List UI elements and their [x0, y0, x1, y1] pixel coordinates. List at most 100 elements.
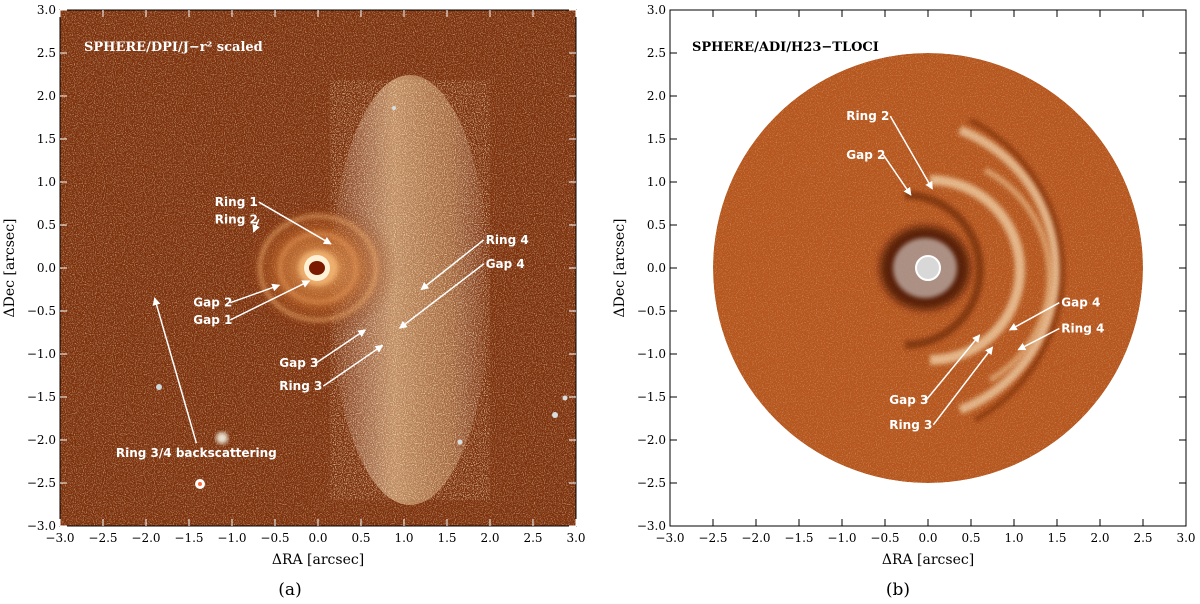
x-tick-label: 2.5 — [1133, 531, 1152, 545]
y-tick-label: 2.5 — [647, 46, 666, 60]
panel-b-title: SPHERE/ADI/H23−TLOCI — [692, 40, 879, 55]
panel-a-title: SPHERE/DPI/J−r² scaled — [84, 40, 263, 55]
x-tick-label: 3.0 — [566, 531, 585, 545]
y-tick-label: 2.5 — [37, 46, 56, 60]
annotation-label: Gap 3 — [889, 393, 928, 407]
annotation-label: Ring 3 — [279, 379, 322, 393]
x-tick-label: −1.5 — [174, 531, 203, 545]
panel-a-image — [60, 10, 576, 526]
y-tick-label: 0.5 — [37, 218, 56, 232]
annotation-arrow — [1008, 302, 1060, 331]
x-tick-label: 1.0 — [1004, 531, 1023, 545]
panel-b-ticks: −3.0−3.0 −2.5 −2.5 −2.0 −2.0 −1.5 −1.5 −1.0 −1.0… — [637, 3, 1196, 545]
x-tick-label: −2.0 — [131, 531, 160, 545]
panel-b-image — [713, 53, 1143, 483]
annotation-arrow — [925, 334, 981, 401]
y-tick-label: −2.0 — [637, 433, 666, 447]
y-tick-label: 2.0 — [37, 89, 56, 103]
x-tick-label: −2.5 — [698, 531, 727, 545]
panel-b-ylabel: ΔDec [arcsec] — [612, 218, 628, 317]
annotation-arrow — [322, 344, 384, 387]
panel-a-ticks: −3.0−3.0 −2.5 −2.5 −2.0 −2.0 −1.5 −1.5 −1.0 −1.0… — [27, 3, 586, 545]
annotation-label: Ring 1 — [215, 195, 258, 209]
y-tick-label: 2.0 — [647, 89, 666, 103]
point-source — [552, 412, 558, 418]
x-tick-label: 1.5 — [1047, 531, 1066, 545]
panel-a-ylabel: ΔDec [arcsec] — [2, 218, 18, 317]
coronagraph-mask — [309, 261, 325, 275]
x-tick-label: 0.0 — [308, 531, 327, 545]
annotation-arrow — [889, 115, 933, 190]
y-tick-label: −3.0 — [637, 519, 666, 533]
y-tick-label: 0.0 — [37, 261, 56, 275]
annotation-arrow — [252, 218, 260, 233]
x-tick-label: 1.5 — [437, 531, 456, 545]
panel-a-annotations: Ring 1 Ring 2 Ring 4 Gap 4 Gap 2 Gap 1 Gap 3 Ri… — [116, 195, 529, 460]
x-tick-label: 2.5 — [523, 531, 542, 545]
annotation-label: Gap 4 — [486, 257, 525, 271]
annotation-arrow — [882, 154, 912, 196]
x-tick-label: 2.0 — [1090, 531, 1109, 545]
x-tick-label: 0.0 — [918, 531, 937, 545]
coronagraph-mask — [915, 255, 941, 281]
annotation-label: Ring 3 — [889, 418, 932, 432]
annotation-label: Gap 2 — [193, 296, 232, 310]
annotation-label: Ring 4 — [486, 233, 529, 247]
x-tick-label: 3.0 — [1176, 531, 1195, 545]
y-tick-label: 1.0 — [647, 175, 666, 189]
y-tick-label: −1.5 — [637, 390, 666, 404]
y-tick-label: −2.5 — [637, 476, 666, 490]
annotation-arrow — [932, 346, 994, 426]
x-tick-label: −2.5 — [88, 531, 117, 545]
point-source — [156, 384, 162, 390]
y-tick-label: −2.0 — [27, 433, 56, 447]
annotation-label: Ring 3/4 backscattering — [116, 446, 277, 460]
x-tick-label: −3.0 — [45, 531, 74, 545]
y-tick-label: 0.5 — [647, 218, 666, 232]
annotation-arrow — [152, 297, 198, 444]
y-tick-label: 3.0 — [647, 3, 666, 17]
y-tick-label: −0.5 — [27, 304, 56, 318]
y-tick-label: 1.5 — [37, 132, 56, 146]
annotation-arrow — [258, 201, 332, 245]
y-tick-label: 3.0 — [37, 3, 56, 17]
y-tick-label: −3.0 — [27, 519, 56, 533]
x-tick-label: 1.0 — [394, 531, 413, 545]
annotation-label: Gap 3 — [279, 356, 318, 370]
annotation-arrow — [398, 263, 485, 329]
annotation-label: Ring 2 — [846, 109, 889, 123]
x-tick-label: −2.0 — [741, 531, 770, 545]
point-source — [216, 432, 228, 444]
annotation-arrow — [230, 283, 281, 304]
ring-4-arc — [983, 167, 1053, 383]
ring-3-arc — [958, 125, 1061, 415]
x-tick-label: 2.0 — [480, 531, 499, 545]
annotation-arrow — [229, 280, 311, 321]
annotation-arrow — [315, 329, 367, 364]
x-tick-label: 0.5 — [351, 531, 370, 545]
y-tick-label: −1.5 — [27, 390, 56, 404]
y-tick-label: 0.0 — [647, 261, 666, 275]
y-tick-label: 1.5 — [647, 132, 666, 146]
panel-b-caption: (b) — [886, 580, 910, 600]
x-tick-label: −0.5 — [870, 531, 899, 545]
panel-b-annotations: Ring 2 Gap 2 Gap 4 Ring 4 Gap 3 Ring 3 — [846, 109, 1104, 432]
panel-a-caption: (a) — [278, 580, 301, 600]
y-tick-label: −1.0 — [637, 347, 666, 361]
x-tick-label: −1.0 — [827, 531, 856, 545]
annotation-label: Ring 4 — [1061, 322, 1104, 336]
x-tick-label: −1.5 — [784, 531, 813, 545]
annotation-arrow — [420, 239, 485, 291]
panel-b-xlabel: ΔRA [arcsec] — [882, 552, 974, 568]
x-tick-label: −0.5 — [260, 531, 289, 545]
annotation-arrow — [1017, 327, 1060, 351]
ring-2-arc — [929, 175, 1025, 365]
annotation-label: Gap 2 — [846, 148, 885, 162]
y-tick-label: −1.0 — [27, 347, 56, 361]
x-tick-label: −3.0 — [655, 531, 684, 545]
x-tick-label: −1.0 — [217, 531, 246, 545]
y-tick-label: −2.5 — [27, 476, 56, 490]
